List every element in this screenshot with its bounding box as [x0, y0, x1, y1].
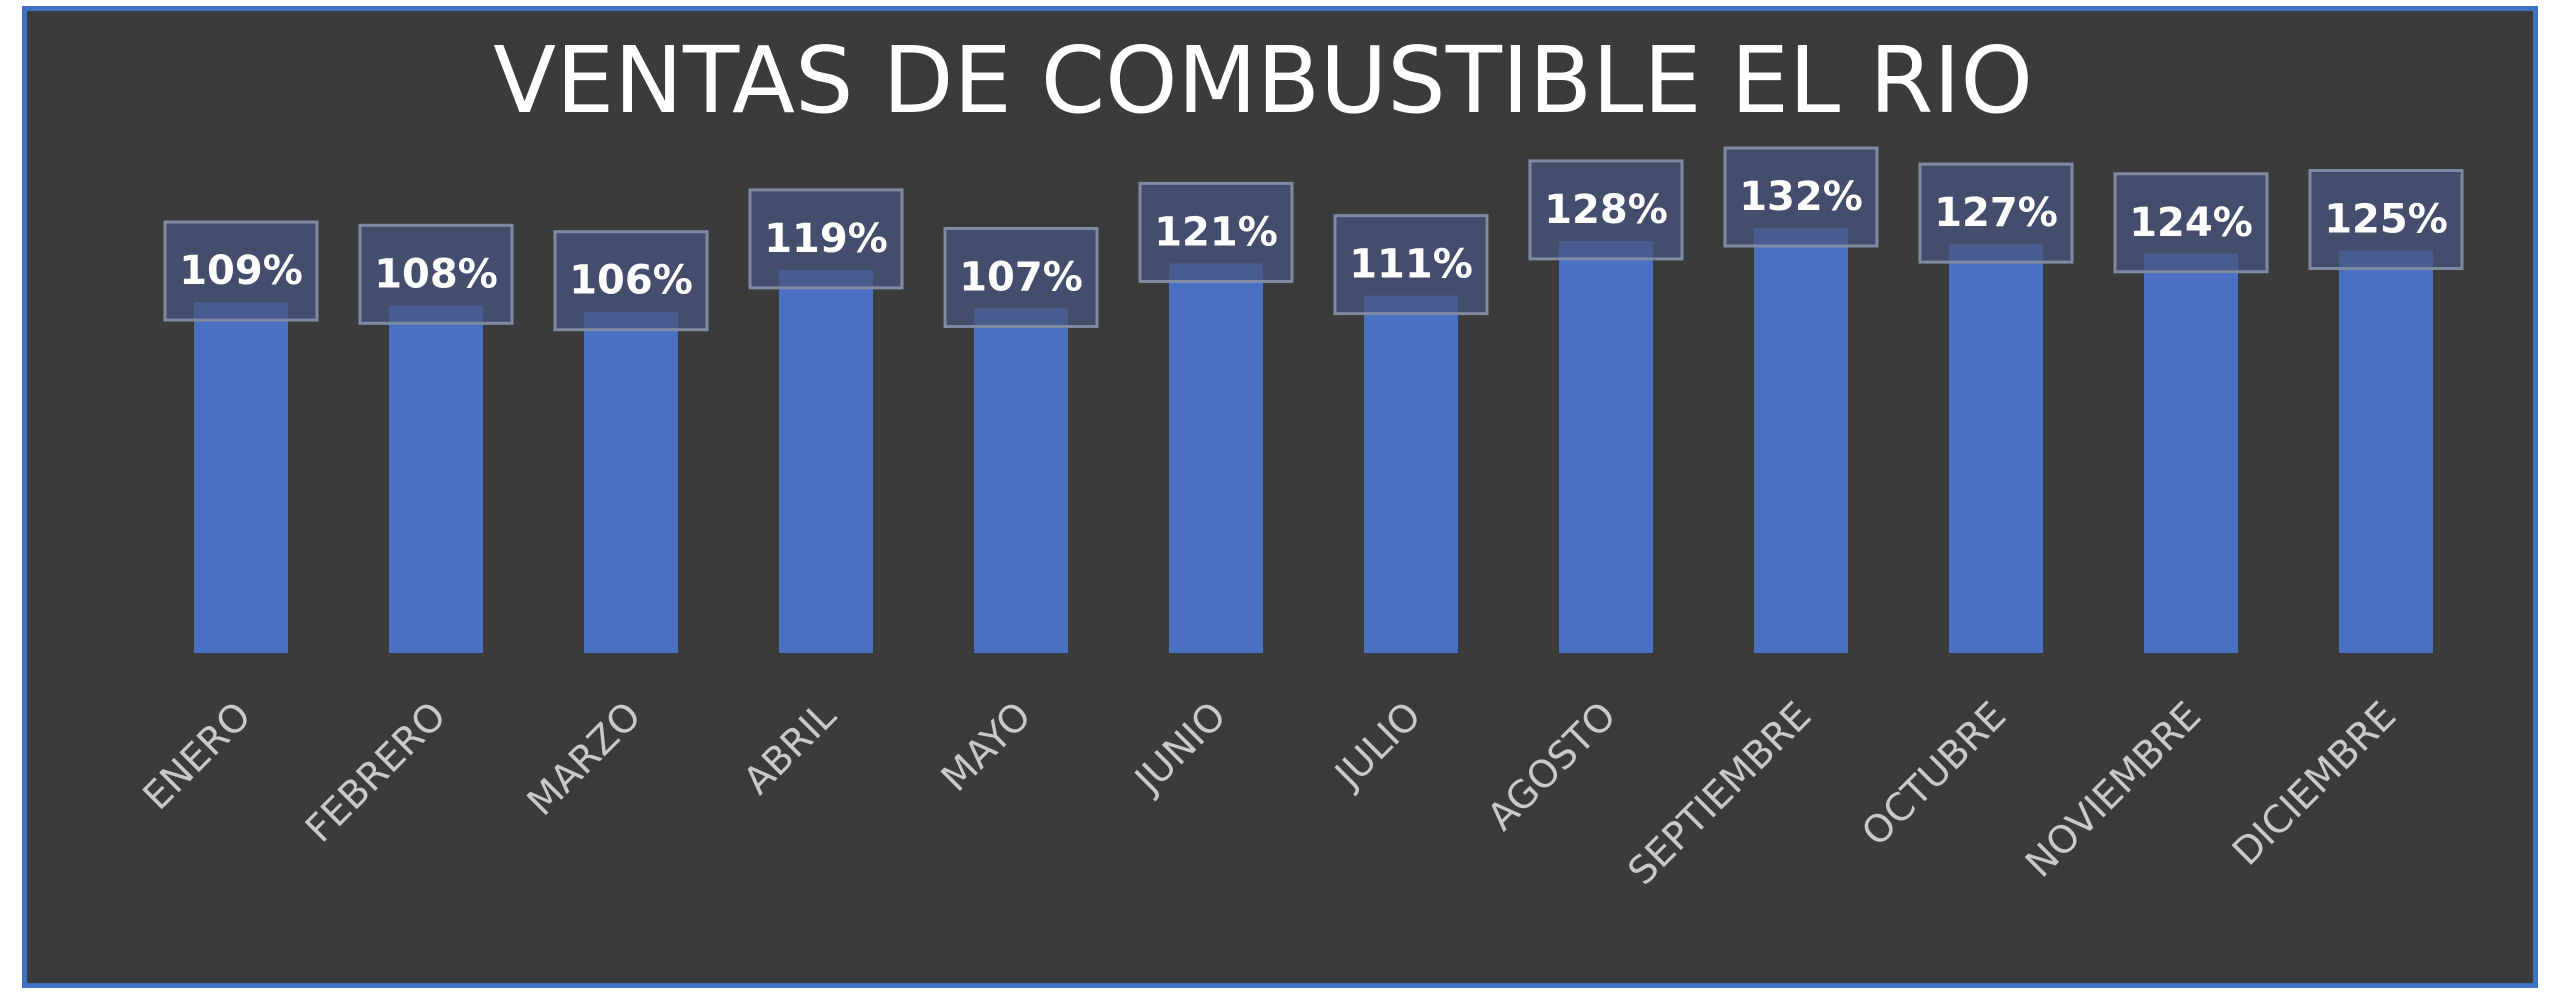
data-label-box-julio — [1333, 214, 1489, 316]
data-label-box-junio — [1138, 181, 1294, 283]
bar-septiembre — [1754, 228, 1848, 653]
chart-title: VENTAS DE COMBUSTIBLE EL RIO — [493, 27, 2033, 134]
data-label-diciembre: 125% — [2324, 197, 2448, 243]
x-tick-febrero: FEBRERO — [297, 693, 454, 850]
x-tick-julio: JULIO — [1325, 693, 1429, 797]
bar-junio — [1169, 263, 1263, 653]
x-tick-diciembre: DICIEMBRE — [2224, 693, 2405, 874]
bars-layer — [194, 228, 2433, 653]
data-label-noviembre: 124% — [2129, 200, 2253, 246]
data-labels-layer: 109% 108% 106% 119% 107% 121% 111% 128% 132% 127%… — [163, 146, 2464, 332]
data-label-abril: 119% — [764, 216, 888, 262]
data-label-septiembre: 132% — [1739, 174, 1863, 220]
bar-julio — [1364, 295, 1458, 653]
data-label-box-octubre — [1918, 162, 2074, 264]
x-tick-octubre: OCTUBRE — [1853, 693, 2014, 854]
bar-febrero — [389, 305, 483, 653]
data-label-box-diciembre — [2308, 169, 2464, 271]
bar-diciembre — [2339, 250, 2433, 653]
data-label-box-septiembre — [1723, 146, 1879, 248]
x-tick-septiembre: SEPTIEMBRE — [1619, 693, 1819, 893]
x-tick-enero: ENERO — [134, 693, 259, 818]
x-tick-mayo: MAYO — [933, 693, 1040, 800]
data-label-box-abril — [748, 188, 904, 290]
bar-noviembre — [2144, 253, 2238, 653]
x-axis-ticks-layer: ENERO FEBRERO MARZO ABRIL MAYO JUNIO JULIO AGOS… — [134, 693, 2404, 893]
data-label-agosto: 128% — [1544, 187, 1668, 233]
data-label-febrero: 108% — [374, 251, 498, 297]
data-label-box-agosto — [1528, 159, 1684, 261]
data-label-box-enero — [163, 220, 319, 322]
data-label-box-marzo — [553, 230, 709, 332]
bar-abril — [779, 269, 873, 653]
bar-octubre — [1949, 244, 2043, 653]
x-tick-abril: ABRIL — [735, 693, 845, 803]
x-tick-agosto: AGOSTO — [1479, 693, 1625, 839]
data-label-marzo: 106% — [569, 258, 693, 304]
bar-mayo — [974, 308, 1068, 653]
bar-enero — [194, 302, 288, 653]
data-label-junio: 121% — [1154, 209, 1278, 255]
data-label-box-febrero — [358, 223, 514, 325]
data-label-octubre: 127% — [1934, 190, 2058, 236]
data-label-box-noviembre — [2113, 172, 2269, 274]
x-tick-junio: JUNIO — [1125, 693, 1234, 802]
data-label-mayo: 107% — [959, 254, 1083, 300]
data-label-box-mayo — [943, 226, 1099, 328]
data-label-enero: 109% — [179, 248, 303, 294]
bar-marzo — [584, 311, 678, 653]
data-label-julio: 111% — [1349, 242, 1473, 288]
x-tick-noviembre: NOVIEMBRE — [2017, 693, 2209, 885]
x-tick-marzo: MARZO — [518, 693, 649, 824]
bar-agosto — [1559, 240, 1653, 653]
